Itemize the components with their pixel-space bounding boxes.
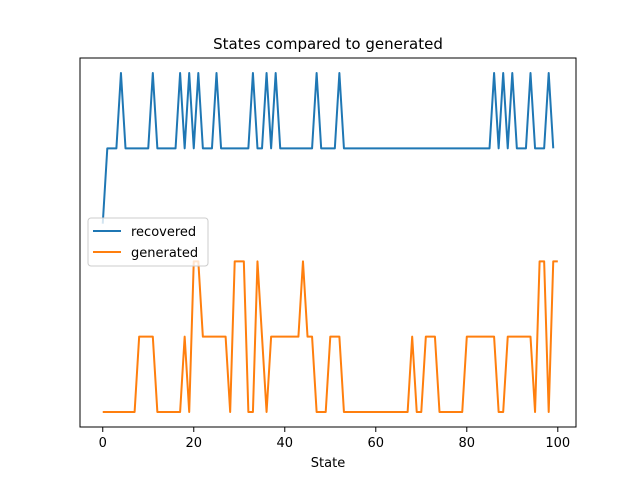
legend: recovered generated <box>87 217 209 267</box>
legend-label-recovered: recovered <box>131 225 196 240</box>
x-tick-label: 60 <box>368 436 385 451</box>
x-tick-label: 80 <box>459 436 476 451</box>
plot-lines <box>101 72 558 413</box>
x-axis-ticks: 0 20 40 60 80 100 <box>99 427 570 451</box>
x-tick-label: 20 <box>185 436 202 451</box>
plot-area <box>79 57 577 428</box>
x-tick-label: 40 <box>276 436 293 451</box>
x-tick-label: 0 <box>99 436 107 451</box>
chart-title: States compared to generated <box>213 35 443 53</box>
series-line-recovered <box>101 72 555 224</box>
x-tick-label: 100 <box>545 436 570 451</box>
x-axis-label: State <box>311 456 345 471</box>
series-line-generated <box>102 260 558 413</box>
legend-label-generated: generated <box>131 246 198 261</box>
